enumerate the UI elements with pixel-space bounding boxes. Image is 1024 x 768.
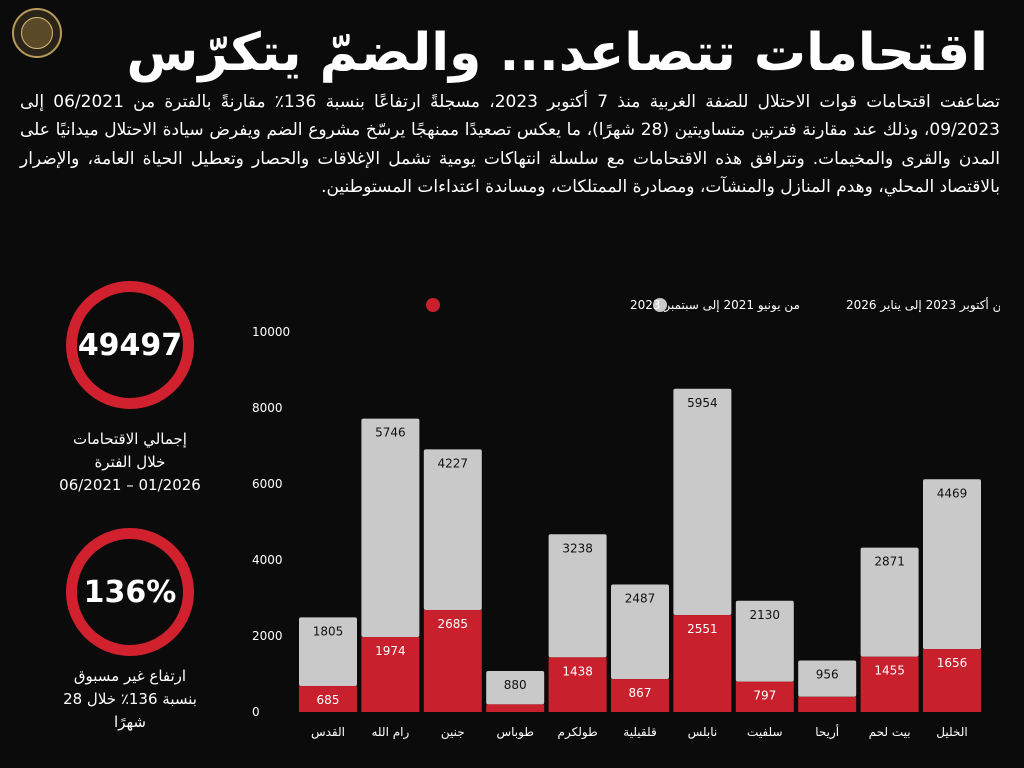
category-label: سلفيت [747,725,783,739]
bar-label-red: 867 [629,686,652,700]
caption-line: 06/2021 – 01/2026 [59,476,201,494]
bar-label-red: 1656 [937,656,968,670]
bar-gray-10 [923,479,981,650]
category-label: الخليل [936,725,967,739]
bar-red-4 [548,657,607,712]
category-label: رام الله [372,725,410,740]
caption-line: ارتفاع غير مسبوق [73,667,187,685]
raids-bar-chart: 0 2000 4000 6000 8000 10000 من أكتوبر 2023 إلى… [252,297,1000,740]
bar-red-5 [611,679,669,712]
y-tick-label: 10000 [252,325,290,339]
caption-line: خلال الفترة [94,453,166,471]
bar-label-red: 1974 [375,644,406,658]
category-label: طوباس [496,725,533,740]
bar-gray-5 [611,584,669,680]
total-raids-caption: إجمالي الاقتحامات خلال الفترة 06/2021 – … [20,428,240,497]
bar-label-gray: 880 [504,678,527,692]
caption-line: بنسبة 136٪ خلال 28 [63,690,197,708]
bar-gray-1 [361,418,420,637]
bar-red-6 [673,615,732,712]
bar-label-gray: 2130 [750,608,781,622]
logo [12,8,62,58]
bar-label-gray: 4227 [438,456,469,470]
category-label: بيت لحم [869,725,911,739]
bar-gray-4 [548,534,607,658]
category-label: القدس [311,725,345,740]
increase-caption: ارتفاع غير مسبوق بنسبة 136٪ خلال 28 شهرً… [20,665,240,734]
total-raids-value: 49497 [77,327,183,363]
category-label: طولكرم [558,725,598,740]
bar-red-1 [361,636,420,712]
bar-label-red: 685 [317,693,340,707]
bar-label-gray: 1805 [313,624,344,638]
page-title: اقتحامات تتصاعد... والضمّ يتكرّس [126,23,988,83]
bar-label-red: 2685 [438,617,469,631]
bar-gray-0 [299,617,357,686]
bar-label-red: 1438 [562,664,593,678]
legend-label-gray: من أكتوبر 2023 إلى يناير 2026 [846,297,1000,313]
bar-label-gray: 956 [816,667,839,681]
bar-label-gray: 5746 [375,426,406,440]
y-tick-label: 4000 [252,553,283,567]
bar-label-red: 1455 [874,664,905,678]
increase-value: 136% [83,574,177,610]
bar-red-10 [923,649,981,712]
bar-label-gray: 4469 [937,486,968,500]
bar-red-0 [299,685,357,712]
bar-gray-7 [735,600,794,682]
logo-emblem [21,17,53,49]
bar-gray-9 [860,547,919,657]
caption-line: إجمالي الاقتحامات [73,430,187,448]
bar-red-2 [423,609,482,712]
category-label: نابلس [688,725,718,740]
legend-swatch-gray [653,298,667,312]
bar-label-gray: 2487 [625,592,656,606]
y-tick-label: 6000 [252,477,283,491]
intro-paragraph: تضاعفت اقتحامات قوات الاحتلال للضفة الغر… [20,92,1000,198]
bar-gray-2 [423,449,482,610]
bar-label-gray: 2871 [874,555,905,569]
bar-label-gray: 5954 [687,396,718,410]
y-tick-label: 0 [252,705,260,719]
category-label: قلقيلية [623,725,656,739]
bar-red-9 [860,656,919,712]
bar-label-gray: 3238 [562,541,593,555]
total-raids-ring: 49497 [66,281,194,409]
bar-gray-8 [798,660,857,697]
bar-red-3 [486,704,545,712]
category-label: جنين [441,725,465,740]
y-tick-label: 2000 [252,629,283,643]
caption-line: شهرًا [114,713,146,731]
legend-label-red: من يونيو 2021 إلى سبتمبر 2023 [630,298,800,313]
category-label: أريحا [815,724,839,740]
y-tick-label: 8000 [252,401,283,415]
bar-label-red: 797 [753,689,776,703]
bar-gray-3 [486,670,545,705]
legend-swatch-red [426,298,440,312]
increase-ring: 136% [66,528,194,656]
bar-red-7 [735,681,794,712]
bar-label-red: 2551 [687,622,718,636]
bar-gray-6 [673,388,732,616]
bar-red-8 [798,696,857,712]
